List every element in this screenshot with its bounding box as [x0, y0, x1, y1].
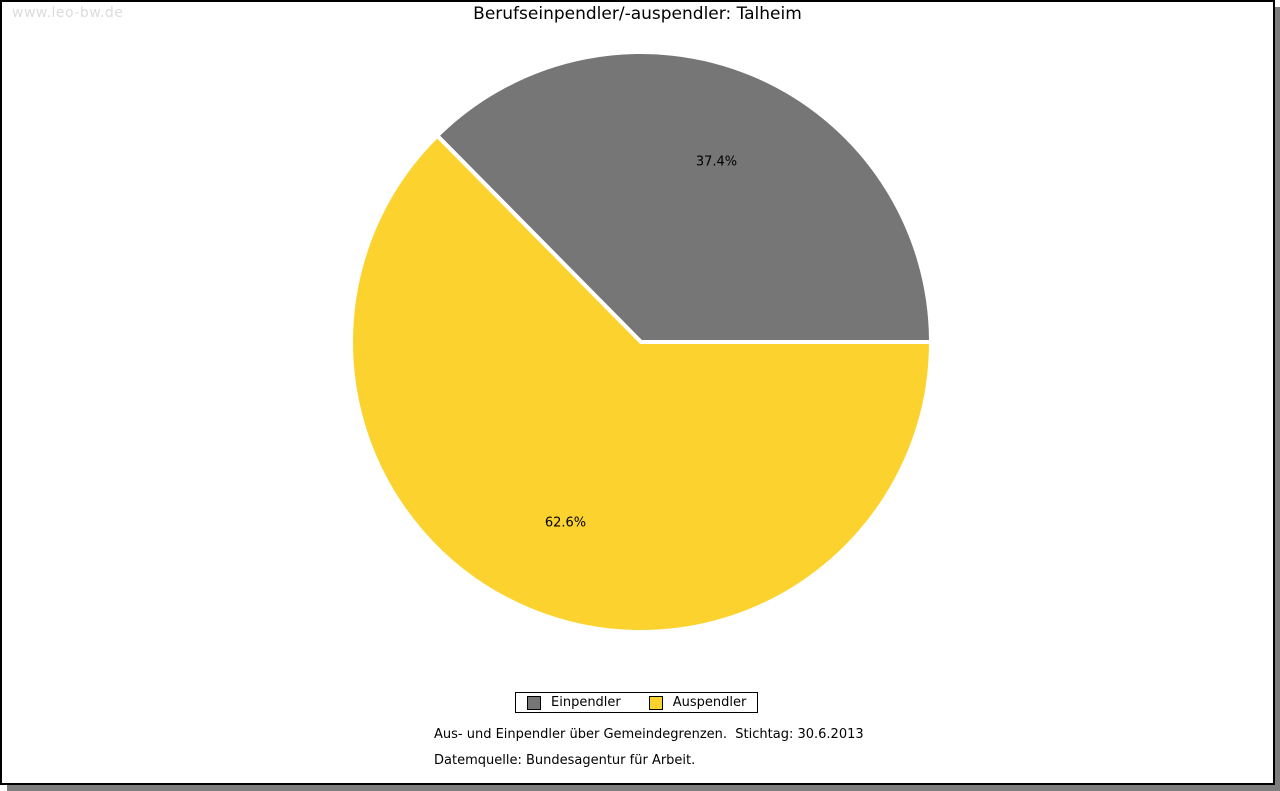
pie-label-einpendler: 37.4%: [696, 154, 737, 169]
legend-swatch-auspendler: [648, 695, 663, 710]
page-title: Berufseinpendler/-auspendler: Talheim: [473, 4, 802, 24]
watermark: www.leo-bw.de: [12, 5, 124, 21]
legend-label-einpendler: Einpendler: [551, 695, 621, 710]
legend-item-einpendler: Einpendler: [527, 695, 621, 710]
legend: Einpendler Auspendler: [515, 692, 759, 713]
legend-swatch-einpendler: [527, 695, 541, 710]
footnote-line-1: Aus- und Einpendler über Gemeindegrenzen…: [434, 727, 864, 742]
pie-slice-auspendler: [349, 132, 934, 634]
legend-label-auspendler: Auspendler: [672, 695, 747, 710]
pie-label-auspendler: 62.6%: [545, 516, 586, 531]
footnote-line-2: Datemquelle: Bundesagentur für Arbeit.: [434, 753, 696, 768]
legend-item-auspendler: Auspendler: [648, 695, 747, 710]
pie-slice-einpendler: [434, 50, 934, 344]
